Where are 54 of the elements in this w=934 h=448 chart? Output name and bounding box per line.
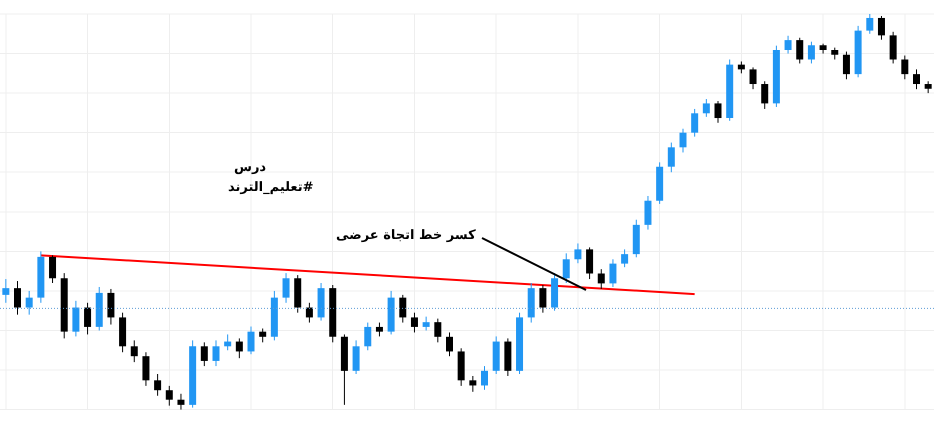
candlestick <box>282 272 290 304</box>
candlestick <box>691 108 698 138</box>
candlestick <box>842 51 850 80</box>
candlestick <box>177 393 184 410</box>
candlestick <box>912 68 920 90</box>
candlestick <box>14 280 22 316</box>
candlestick <box>248 326 255 355</box>
candlestick <box>2 278 10 304</box>
candlestick <box>446 332 453 357</box>
candlestick <box>598 268 605 290</box>
candlestick <box>796 37 804 64</box>
candlestick <box>901 55 908 80</box>
candlestick <box>702 98 710 118</box>
candlestick <box>808 41 815 64</box>
candlestick <box>259 328 266 343</box>
candlestick <box>212 340 220 367</box>
candlestick <box>820 43 827 54</box>
candlestick <box>166 385 173 406</box>
candlestick <box>750 66 757 90</box>
candlestick <box>562 252 570 284</box>
candlestick <box>84 302 92 335</box>
candlestick <box>574 242 582 264</box>
candlestick <box>224 334 232 351</box>
annotation: درس <box>234 160 266 175</box>
candlestick <box>784 35 792 54</box>
candlestick <box>236 338 243 359</box>
candlestick <box>130 340 138 363</box>
candlestick <box>924 80 932 94</box>
candlestick <box>609 258 616 288</box>
candlestick <box>410 312 418 333</box>
candlestick <box>399 294 406 324</box>
candlestick <box>621 248 628 268</box>
candlestick <box>714 100 722 124</box>
candlestick <box>364 322 372 351</box>
candlestick <box>481 366 488 390</box>
candlestick <box>434 318 442 343</box>
candlestick <box>49 254 56 284</box>
candlestick <box>668 142 675 173</box>
candlestick <box>738 60 745 74</box>
candlestick <box>469 375 476 392</box>
candlestick <box>376 322 383 337</box>
candlestick <box>154 373 162 396</box>
candlestick <box>866 14 874 34</box>
candlestick <box>679 128 686 153</box>
candlestick <box>831 47 838 60</box>
candlestick <box>878 15 885 40</box>
annotation: كسر خط اتجاة عرضى <box>336 228 476 243</box>
candlestick <box>422 316 430 331</box>
candlestick <box>306 302 313 324</box>
candlestick <box>761 80 768 110</box>
candlestick <box>26 290 33 316</box>
candlestick <box>200 342 208 367</box>
candlestick <box>539 284 546 314</box>
annotation: #تعليم_الترند <box>228 180 314 195</box>
